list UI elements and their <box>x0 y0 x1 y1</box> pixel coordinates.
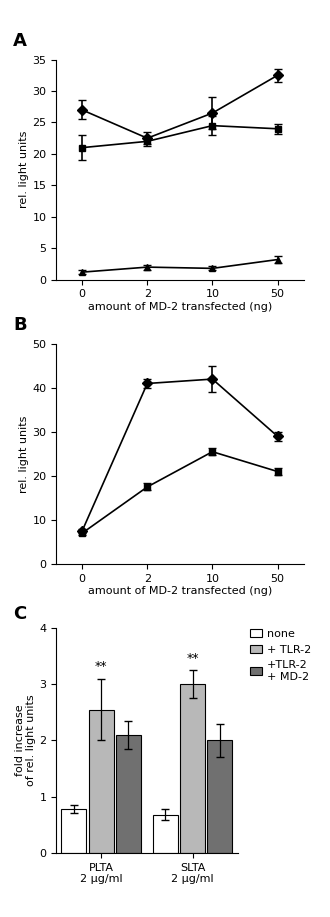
Bar <box>180 684 205 853</box>
Bar <box>88 710 114 853</box>
Bar <box>153 814 178 853</box>
Text: B: B <box>13 316 27 335</box>
Legend: LPS 200 ng/ml, none: LPS 200 ng/ml, none <box>57 631 232 641</box>
Text: A: A <box>13 32 27 50</box>
Y-axis label: rel. light units: rel. light units <box>19 415 29 492</box>
Legend: SLTA 1 μg/ml, PLTA 1 μg/ml, none: SLTA 1 μg/ml, PLTA 1 μg/ml, none <box>57 347 223 372</box>
X-axis label: amount of MD-2 transfected (ng): amount of MD-2 transfected (ng) <box>88 303 272 312</box>
Text: **: ** <box>186 652 199 665</box>
Bar <box>116 735 141 853</box>
Y-axis label: rel. light units: rel. light units <box>19 131 29 208</box>
Text: **: ** <box>95 660 107 673</box>
Bar <box>207 740 232 853</box>
Text: C: C <box>13 605 26 624</box>
Y-axis label: fold increase
of rel. light units: fold increase of rel. light units <box>15 695 37 786</box>
Bar <box>61 809 86 853</box>
X-axis label: amount of MD-2 transfected (ng): amount of MD-2 transfected (ng) <box>88 587 272 596</box>
Legend: none, + TLR-2, +TLR-2
+ MD-2: none, + TLR-2, +TLR-2 + MD-2 <box>250 629 311 682</box>
